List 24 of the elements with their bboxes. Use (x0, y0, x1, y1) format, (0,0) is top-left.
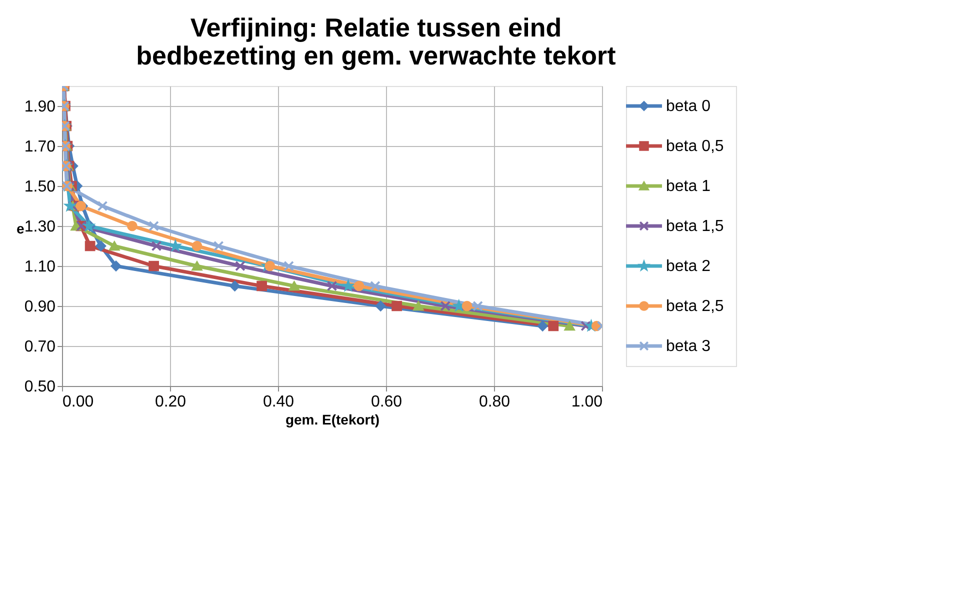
legend-label: beta 2 (666, 258, 711, 275)
legend-label: beta 1 (666, 178, 711, 195)
chart-title: Verfijning: Relatie tussen eind bedbezetting en gem. verwachte tekort (136, 12, 616, 70)
y-tick-label: 1.50 (24, 178, 56, 196)
x-tick-label: 0.20 (154, 394, 186, 410)
y-tick-label: 1.90 (24, 98, 56, 116)
y-tick-label: 0.50 (24, 378, 56, 396)
legend-label: beta 0,5 (666, 138, 724, 155)
x-tick-label: 0.00 (62, 394, 94, 410)
legend-label: beta 3 (666, 338, 711, 355)
x-tick-label: 0.60 (370, 394, 402, 410)
legend-label: beta 1,5 (666, 218, 724, 235)
legend-label: beta 2,5 (666, 298, 724, 315)
y-tick-label: 1.10 (24, 258, 56, 276)
x-tick-label: 0.80 (478, 394, 510, 410)
y-tick-label: 0.70 (24, 338, 56, 356)
x-axis-title: gem. E(tekort) (285, 412, 380, 428)
x-tick-label: 1.00 (571, 394, 603, 410)
y-axis-title: e (16, 220, 24, 236)
x-tick-label: 0.40 (262, 394, 294, 410)
y-tick-label: 1.70 (24, 138, 56, 156)
legend-label: beta 0 (666, 98, 711, 115)
y-tick-label: 1.30 (24, 218, 56, 236)
y-tick-label: 0.90 (24, 298, 56, 316)
